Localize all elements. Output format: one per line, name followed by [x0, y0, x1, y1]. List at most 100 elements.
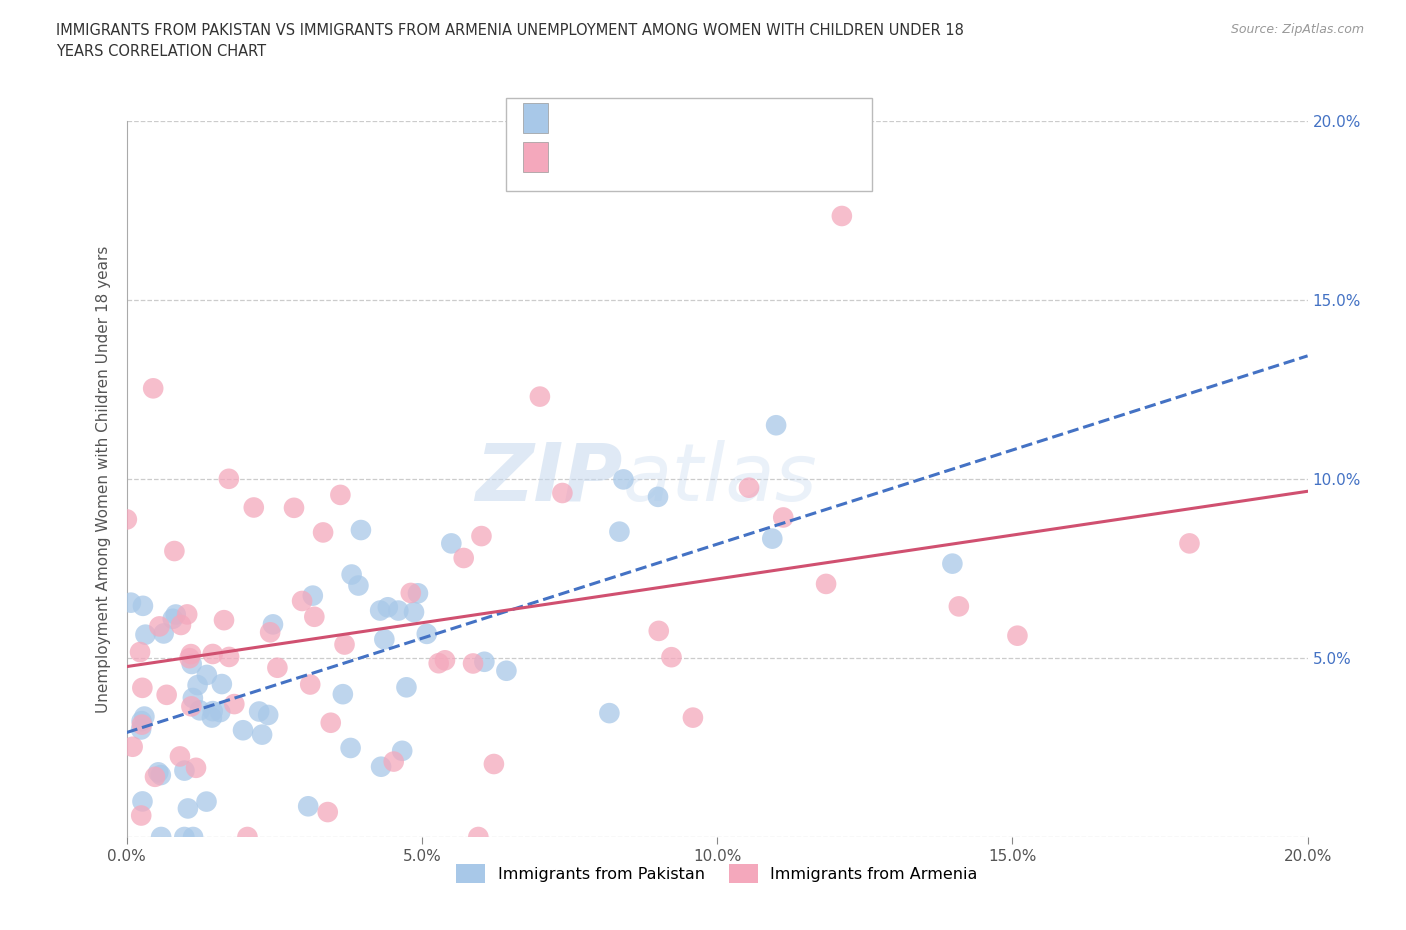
Point — [173, 830, 195, 844]
Point — [368, 603, 391, 618]
Point — [470, 528, 492, 543]
Point — [195, 668, 218, 683]
Point — [453, 551, 475, 565]
Point — [211, 677, 233, 692]
Point — [134, 627, 156, 642]
Point — [399, 586, 422, 601]
Point — [612, 472, 634, 486]
Point — [188, 703, 211, 718]
Point — [201, 646, 224, 661]
Point — [283, 500, 305, 515]
Point — [242, 500, 264, 515]
Point — [387, 604, 409, 618]
Point — [765, 418, 787, 432]
Point — [120, 595, 142, 610]
Point — [266, 660, 288, 675]
Point — [467, 830, 489, 844]
Point — [316, 804, 339, 819]
Point — [347, 578, 370, 593]
Point — [150, 830, 173, 844]
Point — [165, 607, 187, 622]
Point — [373, 631, 395, 646]
Point — [148, 764, 170, 779]
Point — [129, 722, 152, 737]
Point — [149, 767, 172, 782]
Point — [831, 208, 853, 223]
Point — [416, 627, 439, 642]
Point — [176, 607, 198, 622]
Point — [761, 531, 783, 546]
Point — [195, 794, 218, 809]
Point — [162, 611, 184, 626]
Text: ZIP: ZIP — [475, 440, 623, 518]
Point — [370, 759, 392, 774]
Point — [187, 678, 209, 693]
Point — [156, 687, 179, 702]
Point — [948, 599, 970, 614]
Point — [143, 769, 166, 784]
Point — [232, 723, 254, 737]
Point — [332, 686, 354, 701]
Point — [474, 655, 496, 670]
Point — [250, 727, 273, 742]
Point — [941, 556, 963, 571]
Point — [259, 625, 281, 640]
Point — [340, 567, 363, 582]
Point — [121, 739, 143, 754]
Point — [184, 761, 207, 776]
Point — [180, 646, 202, 661]
Point — [304, 609, 326, 624]
Point — [395, 680, 418, 695]
Point — [815, 577, 838, 591]
Point — [163, 544, 186, 559]
Point — [134, 709, 156, 724]
Point — [179, 651, 201, 666]
Point — [218, 472, 240, 486]
Point — [201, 704, 224, 719]
Point — [350, 523, 373, 538]
Point — [648, 623, 671, 638]
Text: IMMIGRANTS FROM PAKISTAN VS IMMIGRANTS FROM ARMENIA UNEMPLOYMENT AMONG WOMEN WIT: IMMIGRANTS FROM PAKISTAN VS IMMIGRANTS F… — [56, 23, 965, 60]
Point — [132, 598, 155, 613]
Point — [129, 808, 152, 823]
Point — [180, 699, 202, 714]
Point — [262, 617, 284, 631]
Point — [181, 830, 204, 844]
Point — [201, 711, 224, 725]
Point — [329, 487, 352, 502]
Point — [682, 711, 704, 725]
Point — [402, 604, 425, 619]
Point — [142, 381, 165, 396]
Point — [312, 525, 335, 540]
Point — [301, 588, 323, 603]
Point — [224, 697, 246, 711]
Y-axis label: Unemployment Among Women with Children Under 18 years: Unemployment Among Women with Children U… — [96, 246, 111, 712]
Text: Source: ZipAtlas.com: Source: ZipAtlas.com — [1230, 23, 1364, 36]
Point — [212, 613, 235, 628]
Point — [291, 593, 314, 608]
Point — [529, 389, 551, 404]
Point — [482, 757, 505, 772]
Point — [131, 794, 153, 809]
Point — [461, 656, 484, 671]
Point — [247, 704, 270, 719]
Legend: Immigrants from Pakistan, Immigrants from Armenia: Immigrants from Pakistan, Immigrants fro… — [450, 857, 984, 890]
Point — [440, 536, 463, 551]
Point — [339, 740, 361, 755]
Point — [148, 619, 170, 634]
Point — [333, 637, 356, 652]
Point — [598, 706, 620, 721]
Point — [257, 708, 280, 723]
Point — [177, 801, 200, 816]
Point — [131, 681, 153, 696]
Text: R = 0.197   N = 59: R = 0.197 N = 59 — [560, 109, 744, 127]
Text: atlas: atlas — [623, 440, 817, 518]
Point — [169, 749, 191, 764]
Point — [152, 626, 174, 641]
Point — [131, 717, 153, 732]
Point — [131, 713, 153, 728]
Point — [180, 657, 202, 671]
Point — [319, 715, 342, 730]
Point — [647, 489, 669, 504]
Point — [495, 663, 517, 678]
